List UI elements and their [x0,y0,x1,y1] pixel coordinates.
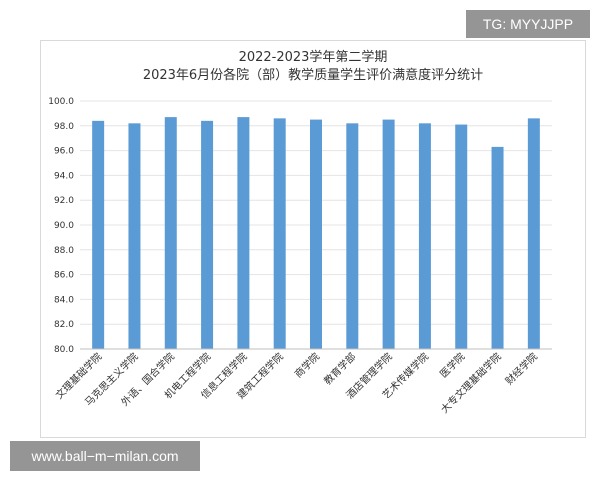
bar [455,124,468,349]
x-category-label: 大专文理基础学院 [438,350,504,416]
bar [310,119,322,349]
bar [491,146,504,349]
y-tick-label: 90.0 [54,221,74,231]
watermark-tg: TG: MYYJJPP [466,10,590,38]
watermark-url: www.ball−m−milan.com [10,441,200,471]
y-tick-label: 96.0 [54,147,74,157]
y-axis-ticks: 80.0 82.0 84.0 86.0 88.0 90.0 92.0 94.0 96.0 98.0… [48,97,74,355]
y-tick-label: 80.0 [54,345,74,355]
y-tick-label: 82.0 [54,320,74,330]
y-tick-label: 88.0 [54,246,74,256]
bar [418,123,431,349]
y-tick-label: 92.0 [54,196,74,206]
x-category-label: 商学院 [292,350,322,380]
y-tick-label: 86.0 [54,271,74,281]
bar [382,119,395,349]
bars [92,117,540,350]
bar [346,123,359,349]
x-category-label: 医学院 [437,350,467,380]
bar [128,123,141,349]
chart-title: 2022-2023学年第二学期 [239,49,388,65]
bar [164,117,177,350]
y-tick-label: 84.0 [54,295,74,305]
bar [92,120,105,349]
bar [527,118,540,349]
y-tick-label: 100.0 [48,97,74,107]
bar [273,118,286,349]
y-tick-label: 94.0 [54,171,74,181]
bar [237,117,250,350]
x-category-label: 教育学部 [321,350,358,387]
bar [201,120,214,349]
y-tick-label: 98.0 [54,122,74,132]
x-category-label: 财经学院 [502,350,539,387]
chart-subtitle: 2023年6月份各院（部）教学质量学生评价满意度评分统计 [143,67,483,83]
